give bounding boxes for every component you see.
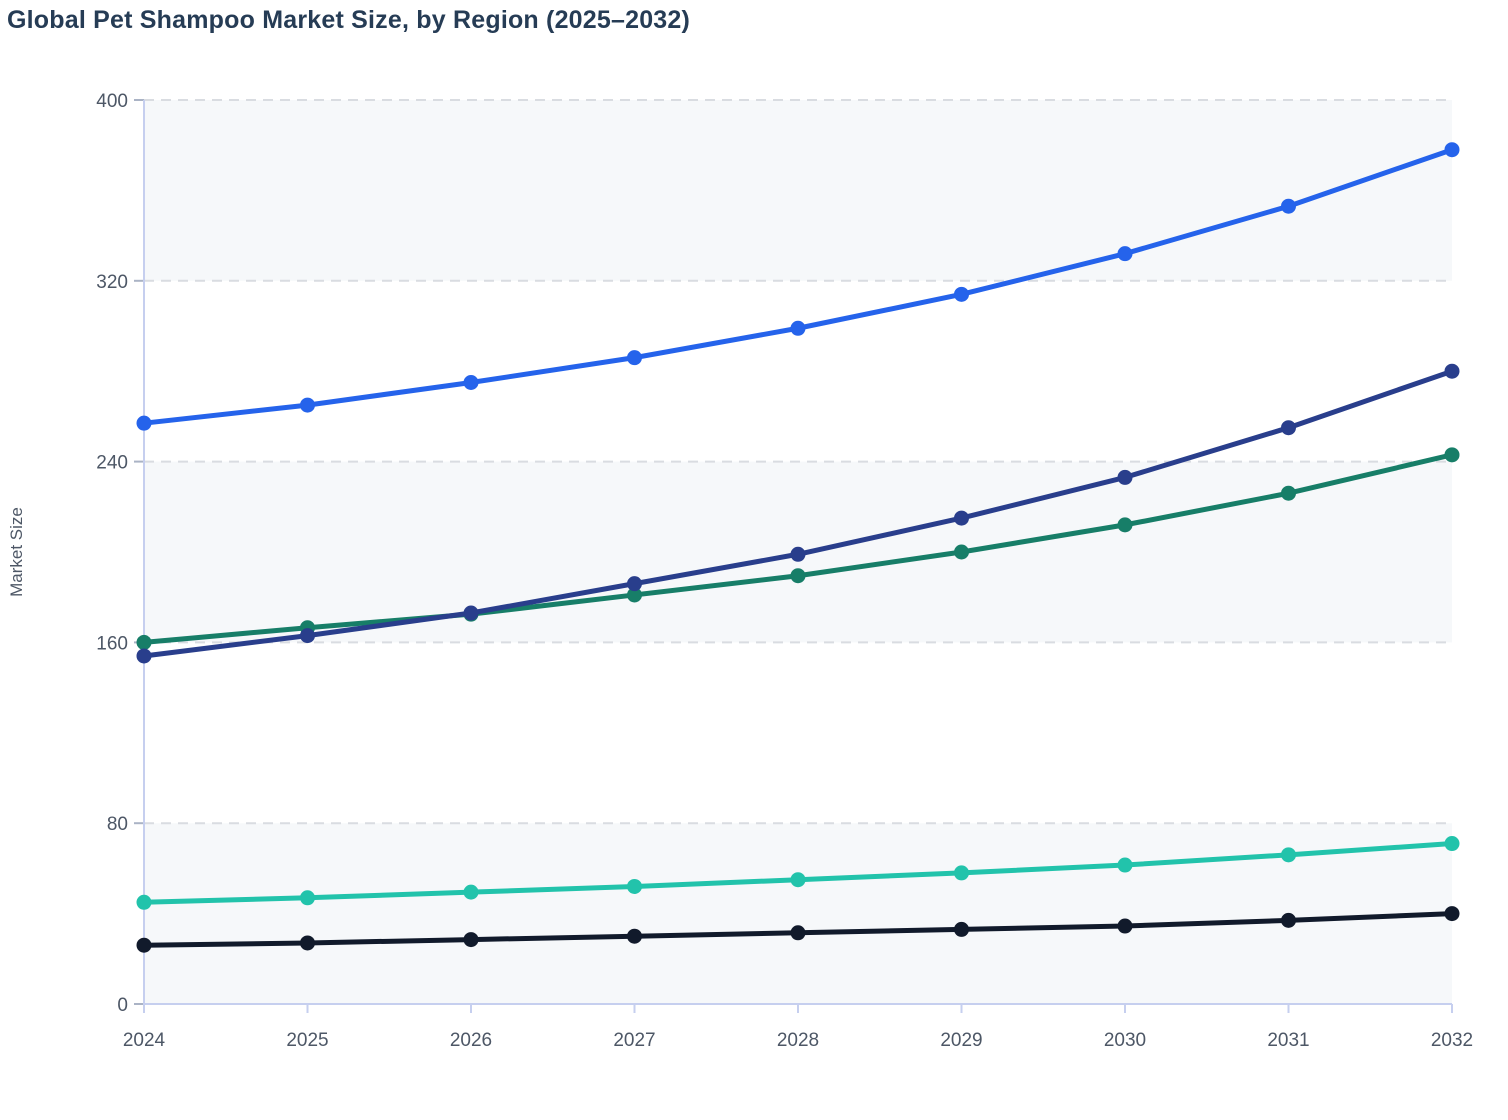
x-tick-label: 2032	[1431, 1030, 1473, 1051]
series-blue-point[interactable]	[136, 415, 152, 431]
y-tick-label: 0	[117, 995, 128, 1016]
x-tick-label: 2029	[940, 1030, 982, 1051]
x-tick-label: 2031	[1267, 1030, 1309, 1051]
band	[144, 823, 1452, 1004]
series-black-point[interactable]	[954, 921, 969, 937]
y-tick-label: 80	[107, 814, 128, 835]
series-teal-dark-point[interactable]	[136, 634, 152, 650]
x-tick-label: 2030	[1104, 1030, 1146, 1051]
band	[144, 100, 1452, 281]
series-blue-point[interactable]	[1117, 246, 1133, 262]
series-turquoise-point[interactable]	[790, 872, 806, 888]
series-black-point[interactable]	[136, 937, 152, 953]
series-black-point[interactable]	[300, 935, 315, 951]
series-navy-point[interactable]	[1117, 469, 1133, 485]
x-tick-label: 2028	[777, 1030, 819, 1051]
series-black-point[interactable]	[1117, 918, 1133, 934]
series-turquoise-point[interactable]	[1117, 857, 1133, 873]
series-black-point[interactable]	[790, 925, 806, 941]
x-tick-label: 2025	[286, 1030, 328, 1051]
series-turquoise-point[interactable]	[1444, 836, 1460, 852]
series-black-point[interactable]	[627, 928, 642, 944]
y-tick-label: 240	[96, 453, 128, 474]
series-black-point[interactable]	[463, 932, 479, 948]
series-teal-dark-point[interactable]	[1117, 517, 1133, 533]
series-turquoise-point[interactable]	[463, 884, 479, 900]
series-blue-point[interactable]	[627, 350, 642, 366]
x-tick-label: 2027	[613, 1030, 655, 1051]
series-turquoise-point[interactable]	[627, 878, 642, 894]
series-turquoise-point[interactable]	[954, 865, 969, 881]
series-turquoise-point[interactable]	[136, 894, 152, 910]
series-blue-point[interactable]	[463, 375, 479, 390]
series-black-point[interactable]	[1281, 912, 1296, 928]
x-tick-label: 2024	[123, 1030, 166, 1051]
series-blue-point[interactable]	[790, 320, 806, 336]
series-turquoise-point[interactable]	[1281, 847, 1296, 863]
series-blue-point[interactable]	[1444, 142, 1460, 158]
series-navy-point[interactable]	[954, 510, 969, 526]
series-navy-point[interactable]	[1281, 420, 1296, 436]
series-navy-point[interactable]	[463, 605, 479, 621]
y-tick-label: 320	[96, 272, 128, 293]
series-navy-point[interactable]	[136, 648, 152, 664]
y-tick-label: 160	[96, 633, 128, 654]
series-teal-dark-point[interactable]	[1444, 447, 1460, 463]
series-blue-point[interactable]	[300, 397, 315, 413]
series-navy-point[interactable]	[627, 576, 642, 592]
x-tick-label: 2026	[450, 1030, 492, 1051]
series-teal-dark-point[interactable]	[627, 587, 642, 603]
series-black-point[interactable]	[1444, 906, 1460, 922]
y-tick-label: 400	[96, 91, 128, 112]
series-blue-point[interactable]	[954, 286, 969, 302]
series-teal-dark-point[interactable]	[954, 544, 969, 560]
series-navy-point[interactable]	[300, 628, 315, 644]
y-axis-title: Market Size	[7, 507, 26, 597]
series-navy-point[interactable]	[1444, 363, 1460, 379]
series-turquoise-point[interactable]	[300, 890, 315, 906]
series-teal-dark-point[interactable]	[790, 568, 806, 584]
series-teal-dark-point[interactable]	[1281, 485, 1296, 501]
series-blue-point[interactable]	[1281, 198, 1296, 214]
chart-title: Global Pet Shampoo Market Size, by Regio…	[7, 6, 691, 34]
series-navy-point[interactable]	[790, 546, 806, 562]
